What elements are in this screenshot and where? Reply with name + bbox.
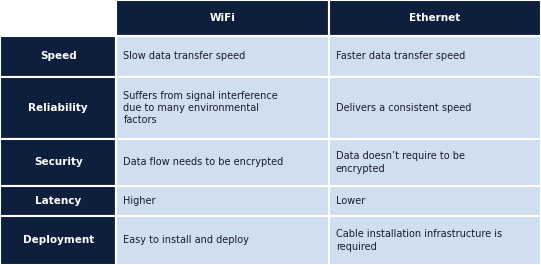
Text: Easy to install and deploy: Easy to install and deploy: [123, 236, 249, 245]
Text: Data doesn’t require to be
encrypted: Data doesn’t require to be encrypted: [336, 151, 465, 174]
Text: Cable installation infrastructure is
required: Cable installation infrastructure is req…: [336, 229, 502, 252]
Bar: [116, 0, 329, 36]
Bar: [0, 36, 116, 77]
Bar: [329, 186, 541, 216]
Bar: [116, 216, 329, 265]
Bar: [116, 186, 329, 216]
Bar: [0, 216, 116, 265]
Bar: [329, 216, 541, 265]
Text: Latency: Latency: [35, 196, 81, 206]
Text: Reliability: Reliability: [28, 103, 88, 113]
Bar: [116, 77, 329, 139]
Text: Slow data transfer speed: Slow data transfer speed: [123, 51, 246, 61]
Text: Higher: Higher: [123, 196, 156, 206]
Bar: [329, 139, 541, 186]
Bar: [329, 77, 541, 139]
Text: Suffers from signal interference
due to many environmental
factors: Suffers from signal interference due to …: [123, 91, 278, 125]
Text: Data flow needs to be encrypted: Data flow needs to be encrypted: [123, 157, 283, 167]
Bar: [116, 139, 329, 186]
Text: Deployment: Deployment: [23, 236, 94, 245]
Bar: [0, 0, 116, 36]
Bar: [0, 186, 116, 216]
Text: Lower: Lower: [336, 196, 365, 206]
Text: Ethernet: Ethernet: [410, 13, 460, 23]
Bar: [116, 36, 329, 77]
Bar: [0, 139, 116, 186]
Text: Delivers a consistent speed: Delivers a consistent speed: [336, 103, 471, 113]
Text: Speed: Speed: [40, 51, 76, 61]
Text: WiFi: WiFi: [210, 13, 235, 23]
Bar: [329, 0, 541, 36]
Text: Faster data transfer speed: Faster data transfer speed: [336, 51, 465, 61]
Bar: [329, 36, 541, 77]
Bar: [0, 77, 116, 139]
Text: Security: Security: [34, 157, 83, 167]
